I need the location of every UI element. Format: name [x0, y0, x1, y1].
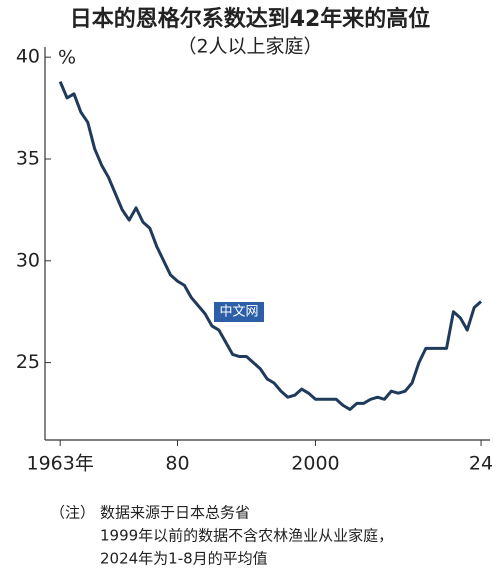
x-tick-label: 1963年 [26, 453, 93, 475]
note: 2024年为1-8月的平均值 [100, 550, 268, 568]
note: 1999年以前的数据不含农林渔业从业家庭， [100, 527, 393, 545]
watermark: 中文网 [219, 305, 258, 320]
note-label: （注） [50, 504, 95, 522]
data-line [58, 81, 483, 411]
watermark-box [214, 302, 264, 322]
note: 数据来源于日本总务省 [100, 504, 250, 522]
y-unit: % [58, 47, 76, 69]
x-tick-label: 80 [165, 453, 189, 475]
y-tick-label: 40 [16, 46, 40, 68]
y-tick-label: 30 [16, 249, 40, 271]
x-tick-label: 2000 [291, 453, 339, 475]
x-tick-label: 24 [469, 453, 493, 475]
y-tick-label: 35 [16, 147, 40, 169]
chart-subtitle: （2人以上家庭） [177, 36, 322, 58]
chart-title: 日本的恩格尔系数达到42年来的高位 [70, 6, 431, 32]
y-tick-label: 25 [16, 351, 40, 373]
